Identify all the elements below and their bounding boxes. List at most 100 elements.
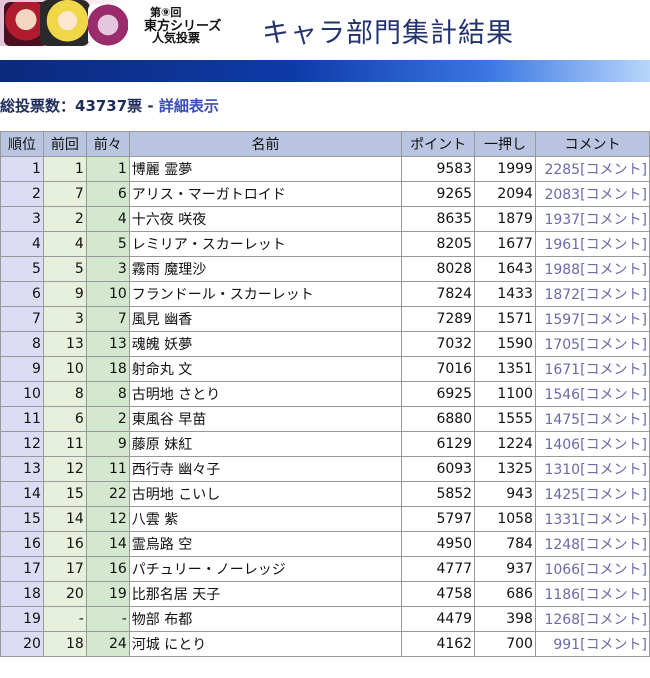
points-cell: 4777 (401, 556, 476, 582)
rank-cell: 17 (0, 556, 44, 582)
comment-link[interactable]: 2083[コメント] (544, 187, 647, 203)
table-row: 3 2 4 十六夜 咲夜 8635 1879 1937[コメント] (0, 206, 650, 232)
before-previous-rank-cell: 11 (85, 456, 130, 482)
points-cell: 4950 (401, 531, 476, 557)
comment-cell: 1248[コメント] (534, 531, 650, 557)
previous-rank-cell: 11 (42, 431, 87, 457)
before-previous-rank-cell: 14 (85, 531, 130, 557)
points-cell: 9265 (401, 181, 476, 207)
header-rank[interactable]: 順位 (0, 131, 44, 157)
page-title: キャラ部門集計結果 (262, 18, 514, 49)
comment-link[interactable]: 1705[コメント] (544, 337, 647, 353)
rank-cell: 11 (0, 406, 44, 432)
header-previous[interactable]: 前回 (42, 131, 87, 157)
character-name-cell: 十六夜 咲夜 (128, 206, 403, 232)
rank-cell: 3 (0, 206, 44, 232)
rank-cell: 13 (0, 456, 44, 482)
character-name-cell: パチュリー・ノーレッジ (128, 556, 403, 582)
comment-cell: 1066[コメント] (534, 556, 650, 582)
before-previous-rank-cell: - (85, 606, 130, 632)
character-name-cell: 古明地 さとり (128, 381, 403, 407)
logo-poll-text: 人気投票 (152, 31, 201, 45)
comment-link[interactable]: 991[コメント] (553, 637, 647, 653)
before-previous-rank-cell: 18 (85, 356, 130, 382)
comment-cell: 1872[コメント] (534, 281, 650, 307)
previous-rank-cell: 4 (42, 231, 87, 257)
table-row: 16 16 14 霊烏路 空 4950 784 1248[コメント] (0, 531, 650, 557)
comment-cell: 1988[コメント] (534, 256, 650, 282)
points-cell: 7016 (401, 356, 476, 382)
previous-rank-cell: 3 (42, 306, 87, 332)
table-row: 4 4 5 レミリア・スカーレット 8205 1677 1961[コメント] (0, 231, 650, 257)
comment-link[interactable]: 1066[コメント] (544, 562, 647, 578)
comment-link[interactable]: 1546[コメント] (544, 387, 647, 403)
comment-link[interactable]: 1186[コメント] (544, 587, 647, 603)
ranking-body: 1 1 1 博麗 霊夢 9583 1999 2285[コメント] 2 7 6 アリス・マーガトロイド… (0, 156, 650, 657)
character-name-cell: アリス・マーガトロイド (128, 181, 403, 207)
comment-link[interactable]: 1872[コメント] (544, 287, 647, 303)
comment-link[interactable]: 1937[コメント] (544, 212, 647, 228)
character-name-cell: 博麗 霊夢 (128, 156, 403, 182)
points-cell: 5852 (401, 481, 476, 507)
header-before-previous[interactable]: 前々 (85, 131, 130, 157)
character-name-cell: 東風谷 早苗 (128, 406, 403, 432)
header-comment[interactable]: コメント (534, 131, 650, 157)
header-points[interactable]: ポイント (401, 131, 476, 157)
comment-cell: 1937[コメント] (534, 206, 650, 232)
table-row: 13 12 11 西行寺 幽々子 6093 1325 1310[コメント] (0, 456, 650, 482)
previous-rank-cell: 8 (42, 381, 87, 407)
character-name-cell: フランドール・スカーレット (128, 281, 403, 307)
table-row: 20 18 24 河城 にとり 4162 700 991[コメント] (0, 631, 650, 657)
points-cell: 7289 (401, 306, 476, 332)
comment-link[interactable]: 1597[コメント] (544, 312, 647, 328)
top-pick-cell: 1555 (474, 406, 536, 432)
previous-rank-cell: 16 (42, 531, 87, 557)
comment-link[interactable]: 1268[コメント] (544, 612, 647, 628)
comment-link[interactable]: 1475[コメント] (544, 412, 647, 428)
points-cell: 4758 (401, 581, 476, 607)
detail-view-link[interactable]: 詳細表示 (158, 97, 219, 115)
top-pick-cell: 1999 (474, 156, 536, 182)
comment-cell: 2285[コメント] (534, 156, 650, 182)
character-name-cell: 比那名居 天子 (128, 581, 403, 607)
comment-cell: 1961[コメント] (534, 231, 650, 257)
character-name-cell: 霧雨 魔理沙 (128, 256, 403, 282)
rank-cell: 7 (0, 306, 44, 332)
character-name-cell: 西行寺 幽々子 (128, 456, 403, 482)
table-row: 14 15 22 古明地 こいし 5852 943 1425[コメント] (0, 481, 650, 507)
previous-rank-cell: 1 (42, 156, 87, 182)
header-top-pick[interactable]: 一押し (474, 131, 536, 157)
previous-rank-cell: 14 (42, 506, 87, 532)
logo-character-art (40, 0, 90, 46)
before-previous-rank-cell: 8 (85, 381, 130, 407)
before-previous-rank-cell: 9 (85, 431, 130, 457)
top-pick-cell: 1100 (474, 381, 536, 407)
before-previous-rank-cell: 19 (85, 581, 130, 607)
comment-link[interactable]: 1248[コメント] (544, 537, 647, 553)
header-name[interactable]: 名前 (128, 131, 403, 157)
previous-rank-cell: 13 (42, 331, 87, 357)
top-pick-cell: 2094 (474, 181, 536, 207)
ranking-table: 順位 前回 前々 名前 ポイント 一押し コメント 1 1 1 博麗 霊夢 9583 19… (0, 131, 650, 657)
comment-link[interactable]: 1406[コメント] (544, 437, 647, 453)
rank-cell: 4 (0, 231, 44, 257)
comment-link[interactable]: 1671[コメント] (544, 362, 647, 378)
comment-link[interactable]: 2285[コメント] (544, 162, 647, 178)
logo-edition-text: 第⑨回 (150, 6, 182, 19)
before-previous-rank-cell: 1 (85, 156, 130, 182)
table-row: 11 6 2 東風谷 早苗 6880 1555 1475[コメント] (0, 406, 650, 432)
comment-link[interactable]: 1425[コメント] (544, 487, 647, 503)
points-cell: 6880 (401, 406, 476, 432)
comment-link[interactable]: 1310[コメント] (544, 462, 647, 478)
comment-link[interactable]: 1961[コメント] (544, 237, 647, 253)
points-cell: 7824 (401, 281, 476, 307)
character-name-cell: 八雲 紫 (128, 506, 403, 532)
total-votes-text: 総投票数：43737票 (0, 97, 143, 115)
rank-cell: 14 (0, 481, 44, 507)
table-row: 6 9 10 フランドール・スカーレット 7824 1433 1872[コメント] (0, 281, 650, 307)
top-pick-cell: 1677 (474, 231, 536, 257)
comment-link[interactable]: 1331[コメント] (544, 512, 647, 528)
points-cell: 6093 (401, 456, 476, 482)
before-previous-rank-cell: 6 (85, 181, 130, 207)
comment-link[interactable]: 1988[コメント] (544, 262, 647, 278)
